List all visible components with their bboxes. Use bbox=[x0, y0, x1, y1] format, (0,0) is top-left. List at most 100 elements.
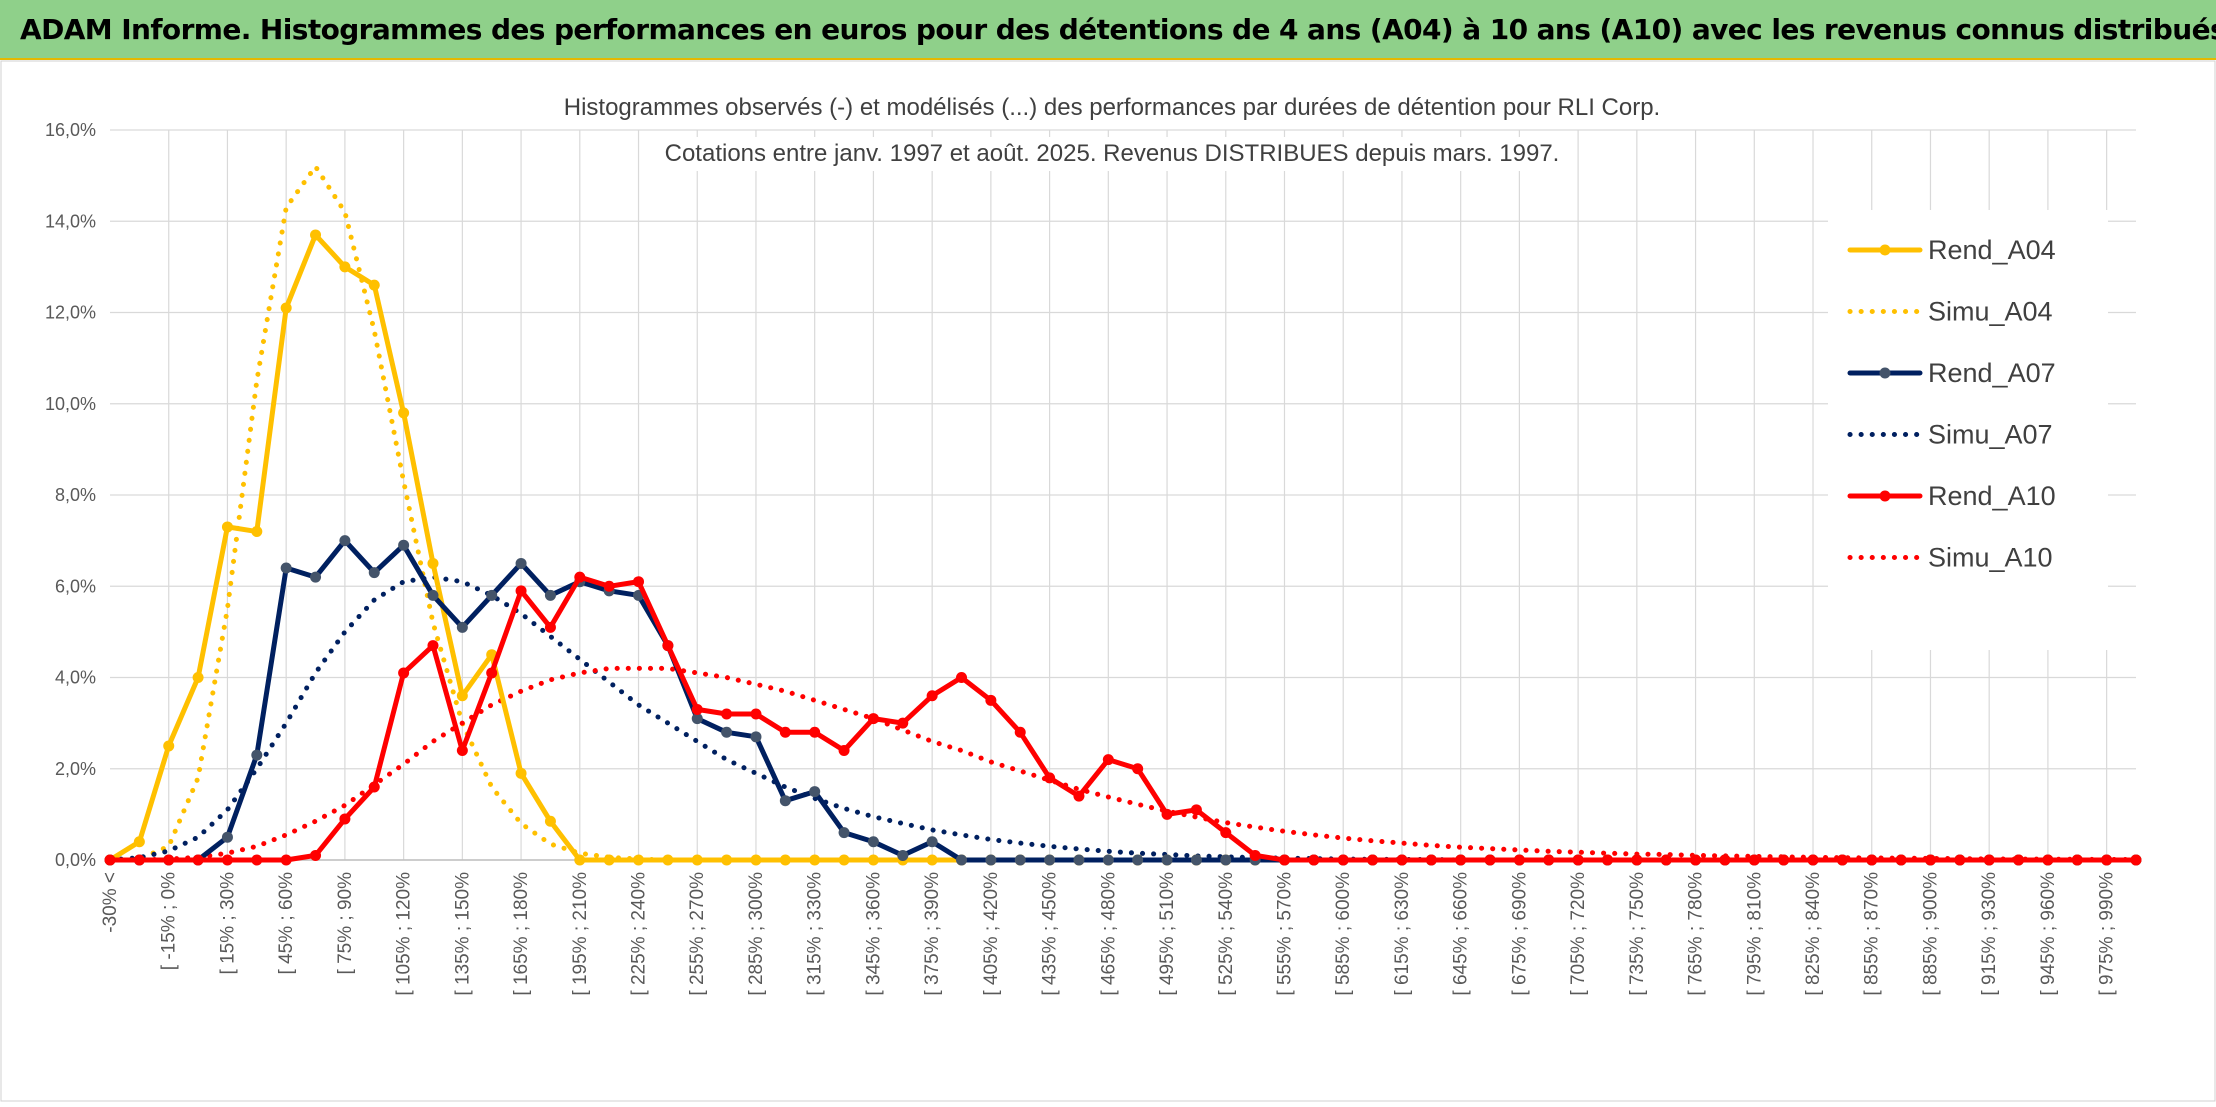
data-point bbox=[1601, 854, 1613, 866]
data-point bbox=[809, 726, 821, 738]
chart-legend: Rend_A04 Simu_A04 Rend_A07 Simu_A07 Rend_A10… bbox=[1828, 210, 2108, 650]
legend-label: Simu_A07 bbox=[1928, 420, 2053, 450]
data-point bbox=[456, 745, 468, 756]
data-point bbox=[1631, 854, 1643, 866]
x-tick-label: [ 375% ; 390% bbox=[922, 872, 943, 996]
data-point bbox=[163, 740, 175, 752]
data-point bbox=[1073, 790, 1085, 802]
x-tick-label: [ 225% ; 240% bbox=[629, 872, 650, 996]
x-tick-label: [ 75% ; 90% bbox=[335, 872, 356, 975]
legend-item: Rend_A04 bbox=[1847, 235, 2056, 265]
data-point bbox=[368, 567, 380, 579]
data-point bbox=[515, 557, 527, 569]
data-point bbox=[867, 713, 879, 725]
series-line bbox=[107, 574, 2139, 863]
legend-item: Simu_A10 bbox=[1847, 543, 2053, 573]
data-point bbox=[1190, 854, 1202, 866]
y-tick-label: 0,0% bbox=[55, 850, 96, 870]
data-point bbox=[956, 672, 968, 683]
data-point bbox=[192, 672, 204, 683]
data-point bbox=[544, 621, 556, 633]
chart-title-bg bbox=[526, 91, 1698, 125]
data-point bbox=[2042, 854, 2054, 866]
data-point bbox=[809, 786, 821, 798]
x-tick-label: [ 885% ; 900% bbox=[1920, 872, 1941, 996]
data-point bbox=[2130, 854, 2142, 866]
data-point bbox=[1102, 854, 1114, 866]
data-point bbox=[1983, 854, 1995, 866]
data-point bbox=[1161, 854, 1173, 866]
data-point bbox=[1895, 854, 1907, 866]
data-point bbox=[956, 854, 968, 866]
data-point bbox=[486, 667, 498, 679]
data-point bbox=[2013, 854, 2025, 866]
data-point bbox=[133, 836, 145, 848]
legend-item: Rend_A10 bbox=[1847, 481, 2056, 511]
data-point bbox=[251, 749, 263, 761]
data-point bbox=[1308, 854, 1320, 866]
x-tick-label: [ 825% ; 840% bbox=[1803, 872, 1824, 996]
data-point bbox=[280, 302, 292, 314]
x-tick-label: [ 975% ; 990% bbox=[2097, 872, 2118, 996]
x-tick-label: [ 585% ; 600% bbox=[1333, 872, 1354, 996]
x-tick-label: [ -15% ; 0% bbox=[159, 872, 180, 970]
series-simu-a04 bbox=[107, 164, 2139, 863]
data-point bbox=[486, 589, 498, 601]
series-group bbox=[104, 164, 2142, 866]
data-point bbox=[633, 576, 645, 588]
data-point bbox=[1954, 854, 1966, 866]
x-tick-label: [ 765% ; 780% bbox=[1686, 872, 1707, 996]
y-axis: 0,0% 2,0% 4,0% 6,0% 8,0% 10,0% 12,0% 14,0% 16,0% bbox=[45, 120, 96, 870]
x-tick-label: -30% < bbox=[100, 872, 121, 933]
histogram-chart: 0,0% 2,0% 4,0% 6,0% 8,0% 10,0% 12,0% 14,0% 16,0%… bbox=[0, 60, 2216, 1102]
x-tick-label: [ 945% ; 960% bbox=[2038, 872, 2059, 996]
y-tick-label: 2,0% bbox=[55, 759, 96, 779]
data-point bbox=[1748, 854, 1760, 866]
chart-titles: Histogrammes observés (-) et modélisés (… bbox=[526, 91, 1698, 171]
x-tick-label: [ 15% ; 30% bbox=[217, 872, 238, 975]
data-point bbox=[779, 795, 791, 807]
data-point bbox=[897, 849, 909, 861]
data-point bbox=[867, 836, 879, 848]
data-point bbox=[1455, 854, 1467, 866]
y-tick-label: 14,0% bbox=[45, 211, 96, 231]
data-point bbox=[456, 621, 468, 633]
x-tick-label: [ 405% ; 420% bbox=[981, 872, 1002, 996]
data-point bbox=[310, 849, 322, 861]
data-point bbox=[691, 713, 703, 725]
data-point bbox=[1807, 854, 1819, 866]
data-point bbox=[1161, 808, 1173, 820]
data-point bbox=[1690, 854, 1702, 866]
legend-marker bbox=[1879, 244, 1891, 256]
data-point bbox=[1836, 854, 1848, 866]
data-point bbox=[1220, 827, 1232, 839]
x-tick-label: [ 615% ; 630% bbox=[1392, 872, 1413, 996]
data-point bbox=[427, 589, 439, 601]
report-banner: ADAM Informe. Histogrammes des performan… bbox=[0, 0, 2216, 60]
data-point bbox=[104, 854, 116, 866]
data-point bbox=[339, 813, 351, 825]
x-tick-label: [ 675% ; 690% bbox=[1509, 872, 1530, 996]
data-point bbox=[1278, 854, 1290, 866]
data-point bbox=[574, 571, 586, 583]
data-point bbox=[750, 708, 762, 720]
data-point bbox=[1220, 854, 1232, 866]
chart-subtitle-bg bbox=[647, 137, 1577, 171]
data-point bbox=[1513, 854, 1525, 866]
data-point bbox=[2101, 854, 2113, 866]
legend-label: Rend_A07 bbox=[1928, 358, 2056, 388]
data-point bbox=[926, 836, 938, 848]
data-point bbox=[1396, 854, 1408, 866]
data-point bbox=[515, 585, 527, 597]
data-point bbox=[691, 703, 703, 715]
y-tick-label: 10,0% bbox=[45, 394, 96, 414]
x-tick-label: [ 255% ; 270% bbox=[687, 872, 708, 996]
data-point bbox=[251, 854, 263, 866]
x-axis: -30% < [ -15% ; 0% [ 15% ; 30% [ 45% ; 60% [… bbox=[100, 872, 2118, 996]
x-tick-label: [ 855% ; 870% bbox=[1862, 872, 1883, 996]
chart-subtitle: Cotations entre janv. 1997 et août. 2025… bbox=[665, 140, 1560, 167]
data-point bbox=[1572, 854, 1584, 866]
legend-marker bbox=[1879, 490, 1891, 502]
data-point bbox=[1924, 854, 1936, 866]
x-tick-label: [ 165% ; 180% bbox=[511, 872, 532, 996]
